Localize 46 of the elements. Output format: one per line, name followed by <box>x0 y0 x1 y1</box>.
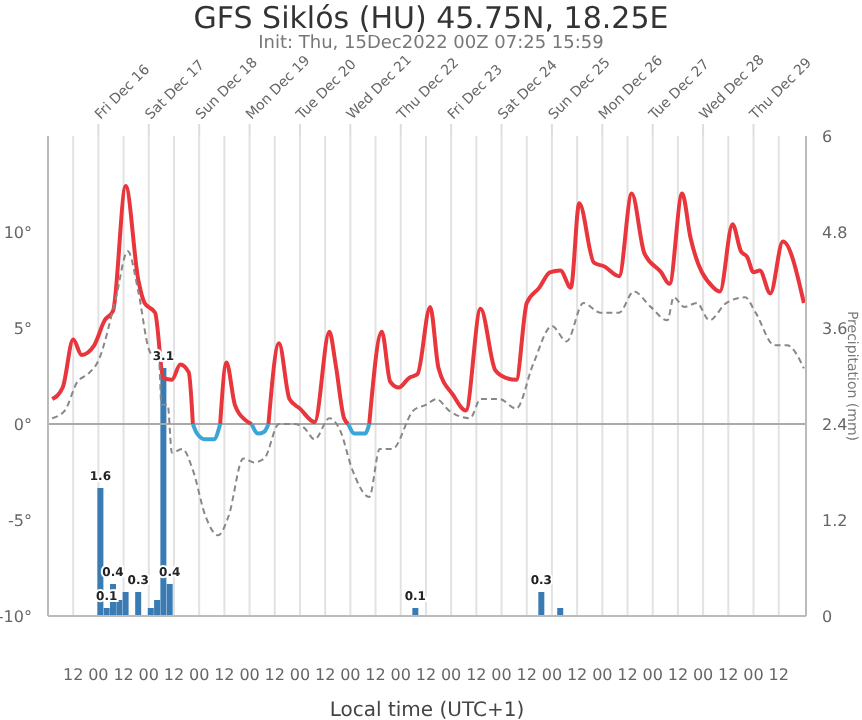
x-axis-title: Local time (UTC+1) <box>329 700 525 720</box>
x-tick-label: 12 <box>113 666 134 684</box>
y2-tick-label: 6 <box>822 127 833 146</box>
x-tick-label: 12 <box>768 666 789 684</box>
bar <box>122 592 129 616</box>
x-tick-label: 12 <box>667 666 689 684</box>
line-series <box>51 250 805 537</box>
x-tick-label: 00 <box>541 666 563 684</box>
x-tick-label: 00 <box>642 666 663 684</box>
x-tick-label: 12 <box>466 666 487 684</box>
x-tick-label: 12 <box>718 666 739 684</box>
x-tick-label: 12 <box>365 666 386 684</box>
x-tick-label: 12 <box>214 666 235 684</box>
x-tick-label: 00 <box>491 666 512 684</box>
x-tick-label: 00 <box>188 666 210 684</box>
y-tick-label: -5° <box>8 511 32 530</box>
x-tick-label: 00 <box>289 666 311 684</box>
x-tick-label: 00 <box>340 666 361 684</box>
chart-subtitle: Init: Thu, 15Dec2022 00Z 07:25 15:59 <box>256 34 606 54</box>
y2-tick-label: 0 <box>822 607 833 626</box>
x-tick-label: 12 <box>566 666 588 684</box>
x-tick-label: 00 <box>743 666 764 684</box>
y2-tick-label: 3.6 <box>822 319 848 338</box>
y-tick-label: 10° <box>3 223 32 242</box>
x-tick-label: 00 <box>440 666 462 684</box>
bar <box>538 592 545 616</box>
x-tick-label: 00 <box>138 666 159 684</box>
x-tick-label: 12 <box>314 666 336 684</box>
bar <box>135 592 142 616</box>
x-tick-label: 00 <box>239 666 260 684</box>
y2-tick-label: 1.2 <box>822 511 848 530</box>
x-tick-label: 12 <box>63 666 84 684</box>
y-tick-label: 5° <box>13 319 32 338</box>
x-tick-label: 00 <box>692 666 714 684</box>
x-tick-label: 12 <box>516 666 537 684</box>
x-tick-label: 00 <box>592 666 613 684</box>
y-tick-label: 0° <box>13 415 32 434</box>
x-tick-label: 12 <box>264 666 285 684</box>
chart-title: GFS Siklós (HU) 45.75N, 18.25E <box>191 0 671 36</box>
x-tick-label: 12 <box>163 666 185 684</box>
x-tick-label: 00 <box>390 666 411 684</box>
x-tick-label: 12 <box>617 666 638 684</box>
x-tick-label: 12 <box>415 666 437 684</box>
y2-tick-label: 4.8 <box>822 223 848 242</box>
x-tick-label: 00 <box>88 666 109 684</box>
y2-tick-label: 2.4 <box>822 415 848 434</box>
